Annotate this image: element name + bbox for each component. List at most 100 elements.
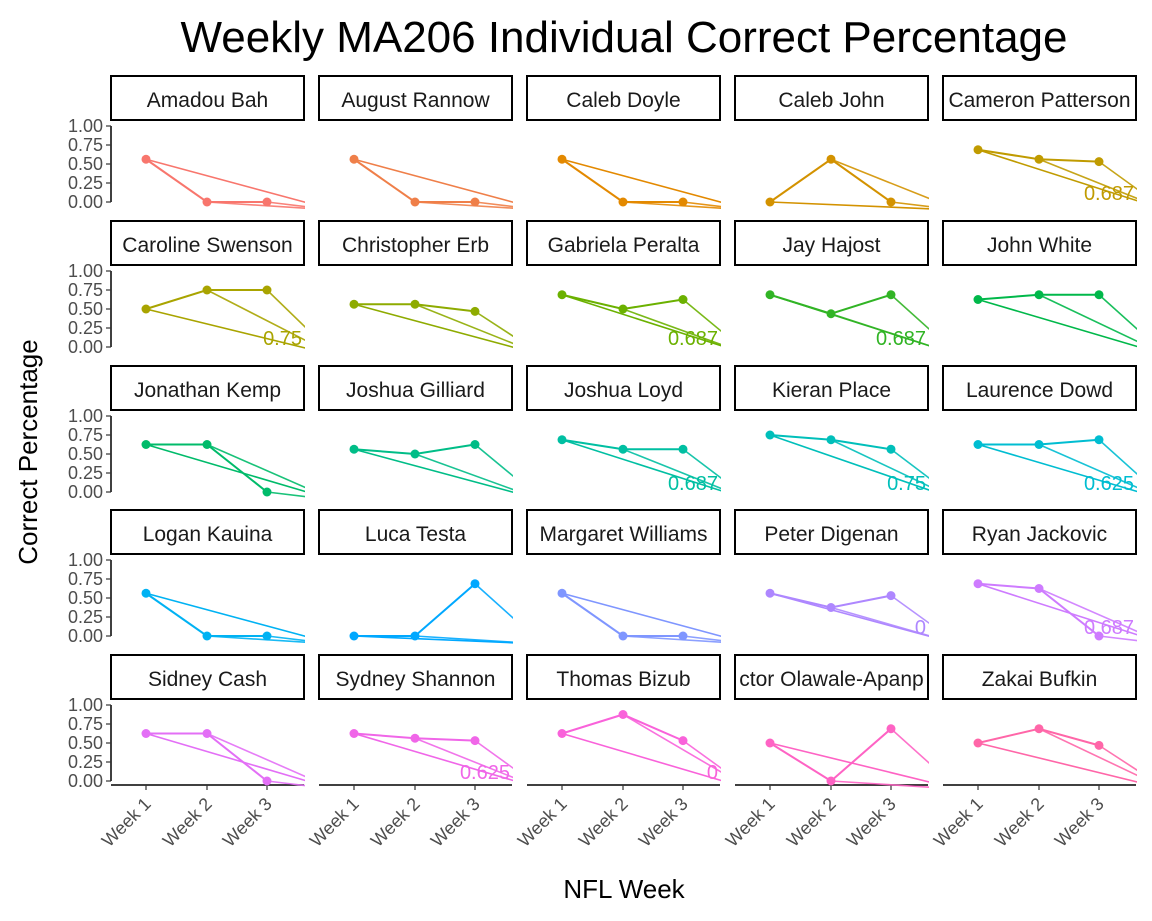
data-point [765, 290, 775, 300]
plot-area [557, 154, 721, 209]
plot-area: 0.75 [765, 430, 929, 495]
series-extension-line [1038, 158, 1137, 200]
x-tick-label: Week 1 [930, 794, 987, 851]
data-label: 0.687 [876, 328, 926, 350]
data-point [678, 197, 688, 207]
series-extension-line [830, 780, 929, 788]
x-axis-title: NFL Week [563, 874, 685, 904]
facet-strip-label: Peter Digenan [764, 523, 898, 546]
facet-strip-label: Zakai Bufkin [982, 668, 1098, 691]
series-extension-line [266, 635, 305, 642]
plot-area: 0.687 [557, 290, 721, 350]
series-line [769, 158, 892, 203]
series-extension-line [1038, 728, 1137, 777]
y-tick-label: 0.25 [68, 752, 103, 772]
data-point [141, 729, 151, 738]
series-extension-line [769, 742, 929, 783]
series-extension-line [1038, 294, 1137, 343]
plot-area: 0.625 [973, 435, 1137, 495]
facet-strip [526, 654, 721, 700]
series-line [146, 732, 268, 782]
y-tick-label: 1.00 [68, 406, 103, 426]
facet-panel: Jonathan Kemp 0.000.250.500.751.00 [68, 365, 305, 502]
series-extension-line [977, 298, 1137, 348]
data-point [886, 591, 896, 601]
data-point [678, 295, 688, 304]
data-point [262, 197, 272, 207]
data-label: 0.75 [263, 328, 302, 350]
facet-strip [318, 509, 513, 555]
plot-area: 0 [557, 710, 721, 784]
data-point [262, 285, 272, 295]
facet-strip [110, 75, 305, 121]
facet-panel: Peter Digenan 0 [734, 509, 929, 639]
data-point [410, 733, 420, 743]
series-extension-line [353, 158, 513, 204]
facet-strip-label: Kieran Place [772, 379, 891, 402]
series-extension-line [353, 635, 513, 644]
facet-panel: Caleb John [734, 75, 929, 210]
series-extension-line [890, 448, 929, 480]
data-point [470, 579, 480, 589]
data-label: 0.687 [668, 328, 718, 350]
plot-area [141, 440, 305, 498]
series-extension-line [622, 713, 721, 773]
data-point [826, 603, 836, 612]
data-point [262, 631, 272, 641]
facet-strip-label: Jonathan Kemp [134, 379, 281, 402]
y-tick-label: 0.75 [68, 714, 103, 734]
facet-panel: Luca Testa [318, 509, 513, 644]
plot-area [973, 290, 1137, 348]
series-extension-line [474, 443, 513, 478]
data-point [826, 435, 836, 445]
y-tick-label: 0.00 [68, 192, 103, 212]
facet-panel: Cameron Patterson 0.687 [942, 75, 1137, 205]
data-point [410, 631, 420, 641]
facet-strip [318, 365, 513, 411]
series-extension-line [769, 201, 929, 210]
data-point [470, 736, 480, 746]
series-extension-line [1098, 635, 1137, 642]
series-extension-line [1038, 587, 1137, 633]
data-point [141, 440, 151, 449]
y-tick-label: 0.75 [68, 425, 103, 445]
facet-panel: Ryan Jackovic 0.687 [942, 509, 1137, 642]
series-extension-line [1098, 294, 1137, 330]
series-extension-line [682, 201, 721, 208]
facet-panel: Kieran Place 0.75 [734, 365, 929, 495]
facet-strip-label: Ryan Jackovic [972, 523, 1107, 546]
facet-strip-label: ctor Olawale-Apanp [739, 668, 923, 691]
plot-area [349, 154, 513, 209]
x-tick-label: Week 2 [159, 794, 216, 851]
series-line [769, 727, 892, 783]
data-point [202, 631, 212, 641]
facet-panel: Margaret Williams [526, 509, 721, 643]
series-extension-line [830, 312, 929, 347]
facet-strip-label: Caleb John [778, 89, 884, 112]
facet-panel: Jay Hajost 0.687 [734, 220, 929, 350]
x-tick-label: Week 3 [219, 794, 276, 851]
plot-area: 0.687 [557, 435, 721, 495]
data-point [973, 295, 983, 304]
series-line [146, 443, 268, 493]
series-extension-line [1098, 439, 1137, 475]
series-extension-line [977, 742, 1137, 783]
data-point [765, 430, 775, 440]
y-tick-label: 0.50 [68, 733, 103, 753]
data-point [765, 738, 775, 748]
data-point [410, 449, 420, 459]
facet-strip [942, 654, 1137, 700]
series-extension-line [266, 201, 305, 208]
series-extension-line [561, 592, 721, 638]
facet-strip [110, 220, 305, 266]
series-extension-line [1098, 744, 1137, 772]
facet-strip-label: Logan Kauina [143, 523, 273, 546]
facet-panel: Christopher Erb [318, 220, 513, 349]
data-point [678, 631, 688, 641]
data-point [826, 776, 836, 786]
facet-strip-label: Gabriela Peralta [548, 234, 700, 257]
data-label: 0 [915, 617, 926, 639]
series-extension-line [353, 732, 513, 782]
series-extension-line [622, 448, 721, 490]
